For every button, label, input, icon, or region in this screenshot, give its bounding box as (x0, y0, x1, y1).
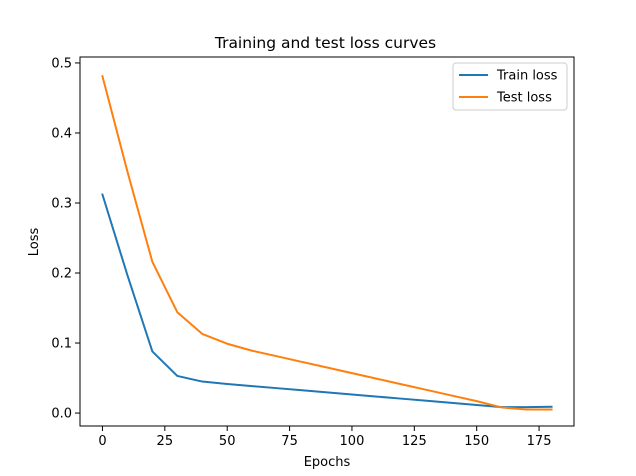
x-tick-label: 100 (340, 434, 365, 449)
plot-area-frame (79, 56, 575, 427)
x-tick-label: 125 (402, 434, 427, 449)
x-tick-label: 150 (464, 434, 489, 449)
y-tick-label: 0.1 (51, 337, 72, 352)
train-loss-line (101, 193, 553, 409)
y-tick-label: 0.0 (51, 407, 72, 422)
y-tick-label: 0.4 (51, 126, 72, 141)
x-tick-label: 0 (98, 434, 106, 449)
series-layer (101, 75, 553, 411)
y-tick-label: 0.5 (51, 56, 72, 71)
y-tick-label: 0.3 (51, 196, 72, 211)
x-axis-label: Epochs (304, 455, 351, 470)
chart-title: Training and test loss curves (214, 34, 436, 52)
y-tick-label: 0.2 (51, 267, 72, 282)
y-axis-label: Loss (27, 228, 42, 257)
x-axis: 0 25 50 75 100 125 150 175 (98, 426, 551, 449)
test-loss-line (101, 75, 553, 411)
train-loss-legend-label: Train loss (496, 69, 558, 84)
x-tick-label: 175 (527, 434, 552, 449)
x-tick-label: 50 (219, 434, 236, 449)
legend: Train loss Test loss (452, 62, 568, 111)
x-tick-label: 75 (281, 434, 298, 449)
x-tick-label: 25 (157, 434, 174, 449)
test-loss-legend-label: Test loss (496, 91, 552, 106)
y-axis: 0.0 0.1 0.2 0.3 0.4 0.5 (51, 56, 80, 422)
